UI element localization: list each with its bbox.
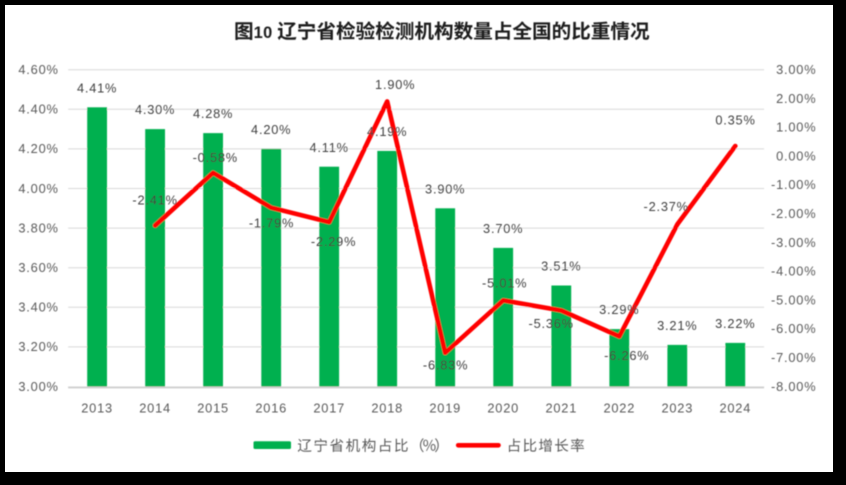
svg-text:4.00%: 4.00%: [18, 181, 58, 196]
svg-text:-1.79%: -1.79%: [249, 216, 294, 231]
svg-text:-2.00%: -2.00%: [771, 206, 816, 221]
svg-text:-5.01%: -5.01%: [482, 276, 527, 291]
svg-text:3.00%: 3.00%: [776, 62, 816, 77]
svg-text:4.11%: 4.11%: [310, 140, 349, 155]
svg-text:2017: 2017: [313, 401, 345, 416]
svg-text:-5.00%: -5.00%: [771, 292, 816, 307]
svg-text:2015: 2015: [197, 401, 229, 416]
svg-text:1.00%: 1.00%: [776, 120, 816, 135]
svg-text:0.35%: 0.35%: [715, 113, 755, 128]
svg-text:3.20%: 3.20%: [18, 339, 58, 354]
svg-text:3.21%: 3.21%: [657, 318, 697, 333]
svg-text:4.20%: 4.20%: [18, 141, 58, 156]
svg-text:3.00%: 3.00%: [18, 379, 58, 394]
svg-text:0.00%: 0.00%: [776, 148, 816, 163]
svg-text:10: 10: [254, 24, 273, 42]
svg-text:4.30%: 4.30%: [135, 102, 175, 117]
svg-text:3.80%: 3.80%: [18, 220, 58, 235]
svg-text:4.20%: 4.20%: [251, 122, 291, 137]
svg-text:-5.36%: -5.36%: [529, 316, 574, 331]
svg-text:2016: 2016: [255, 401, 287, 416]
svg-text:2019: 2019: [429, 401, 461, 416]
svg-text:2018: 2018: [371, 401, 403, 416]
svg-text:-1.00%: -1.00%: [771, 177, 816, 192]
svg-text:-2.29%: -2.29%: [311, 234, 356, 249]
svg-text:2024: 2024: [719, 401, 751, 416]
svg-text:-4.00%: -4.00%: [771, 264, 816, 279]
svg-text:4.19%: 4.19%: [367, 124, 407, 139]
svg-text:-8.00%: -8.00%: [771, 379, 816, 394]
svg-text:2020: 2020: [487, 401, 519, 416]
svg-text:-2.41%: -2.41%: [132, 193, 177, 208]
svg-text:4.41%: 4.41%: [77, 80, 117, 95]
svg-text:3.51%: 3.51%: [541, 259, 581, 274]
svg-text:4.28%: 4.28%: [193, 106, 233, 121]
svg-text:-3.00%: -3.00%: [771, 235, 816, 250]
svg-text:-0.58%: -0.58%: [193, 150, 238, 165]
svg-text:3.90%: 3.90%: [425, 181, 465, 196]
svg-text:4.40%: 4.40%: [18, 102, 58, 117]
svg-text:2021: 2021: [545, 401, 577, 416]
svg-text:1.90%: 1.90%: [375, 77, 415, 92]
svg-text:3.70%: 3.70%: [483, 221, 523, 236]
svg-text:-2.37%: -2.37%: [644, 199, 689, 214]
svg-text:2014: 2014: [139, 401, 171, 416]
svg-text:2022: 2022: [603, 401, 635, 416]
svg-text:-6.83%: -6.83%: [423, 357, 468, 372]
svg-text:-7.00%: -7.00%: [771, 350, 816, 365]
svg-text:-6.00%: -6.00%: [771, 321, 816, 336]
svg-text:3.22%: 3.22%: [715, 316, 755, 331]
svg-text:2023: 2023: [661, 401, 693, 416]
svg-text:2.00%: 2.00%: [776, 91, 816, 106]
svg-text:3.29%: 3.29%: [599, 302, 639, 317]
svg-text:2013: 2013: [81, 401, 113, 416]
svg-text:-6.26%: -6.26%: [604, 348, 649, 363]
svg-text:3.60%: 3.60%: [18, 260, 58, 275]
svg-text:3.40%: 3.40%: [18, 300, 58, 315]
svg-text:4.60%: 4.60%: [18, 62, 58, 77]
